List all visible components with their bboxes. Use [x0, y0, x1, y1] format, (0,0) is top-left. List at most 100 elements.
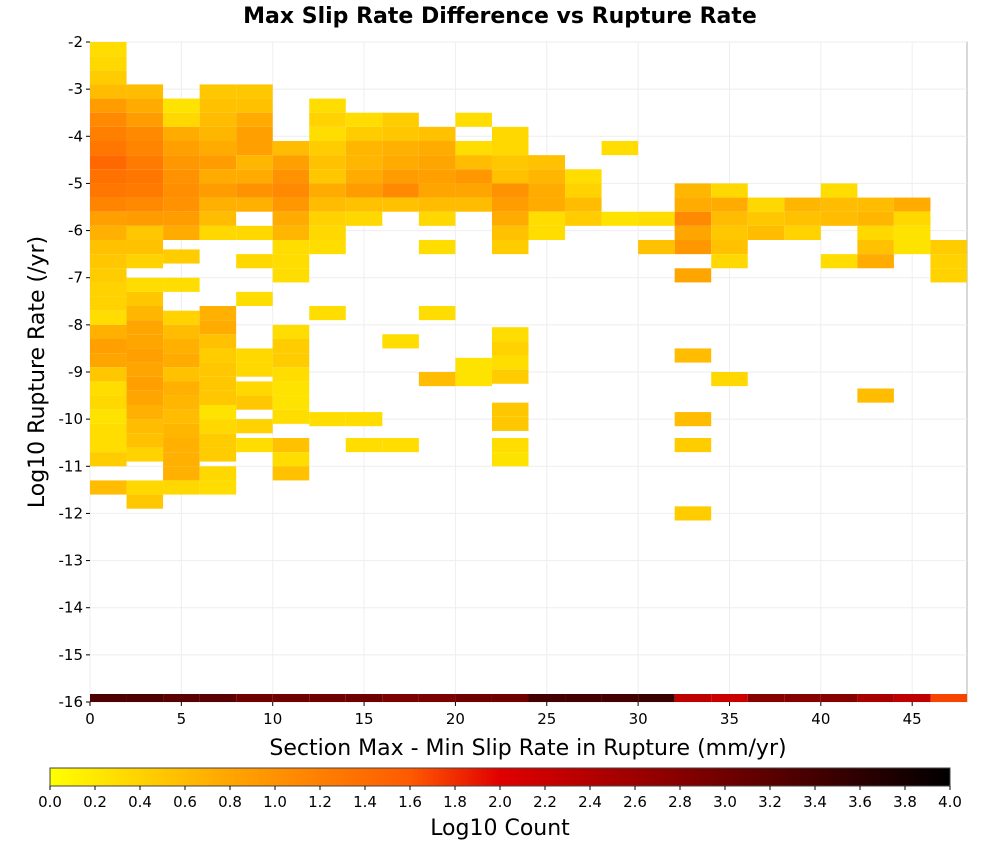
heatmap-cell — [491, 169, 529, 184]
heatmap-cell — [199, 169, 237, 184]
heatmap-cell — [126, 155, 164, 170]
heatmap-cell — [491, 694, 529, 702]
y-tick-label: -5 — [68, 174, 83, 192]
heatmap-cell — [893, 694, 931, 702]
heatmap-cell — [236, 183, 273, 198]
heatmap-cell — [90, 141, 127, 156]
x-tick-label: 10 — [263, 710, 282, 728]
x-tick-label: 35 — [720, 710, 739, 728]
heatmap-cell — [126, 141, 164, 156]
heatmap-cell — [272, 395, 310, 410]
heatmap-cell — [345, 126, 383, 141]
heatmap-cell — [418, 694, 456, 702]
heatmap-cell — [345, 412, 383, 427]
heatmap-cell — [199, 433, 237, 448]
heatmap-cell — [90, 197, 127, 212]
heatmap-cell — [418, 240, 456, 255]
heatmap-cell — [418, 306, 456, 321]
heatmap-cell — [199, 141, 237, 156]
y-tick-label: -10 — [59, 410, 84, 428]
colorbar-label: Log10 Count — [430, 816, 570, 841]
heatmap-cell — [565, 197, 602, 212]
heatmap-cell — [382, 112, 419, 127]
y-tick-label: -12 — [59, 504, 84, 522]
heatmap-cell — [163, 381, 200, 396]
heatmap-cell — [674, 268, 712, 283]
chart-title: Max Slip Rate Difference vs Rupture Rate — [243, 4, 757, 29]
heatmap-cell — [857, 240, 894, 255]
heatmap-cell — [455, 357, 492, 372]
heatmap-cell — [163, 169, 200, 184]
heatmap-cell — [638, 211, 675, 226]
heatmap-cell — [163, 694, 200, 702]
heatmap-cell — [784, 197, 821, 212]
heatmap-cell — [382, 694, 419, 702]
heatmap-cell — [711, 197, 748, 212]
heatmap-cell — [857, 254, 894, 269]
heatmap-cell — [90, 452, 127, 467]
heatmap-cell — [565, 694, 602, 702]
y-tick-label: -7 — [68, 269, 83, 287]
heatmap-cell — [90, 240, 127, 255]
y-tick-label: -9 — [68, 363, 83, 381]
heatmap-cell — [711, 240, 748, 255]
heatmap-cell — [163, 353, 200, 368]
heatmap-cell — [199, 480, 237, 495]
heatmap-cell — [491, 155, 529, 170]
heatmap-cell — [491, 240, 529, 255]
heatmap-cell — [199, 112, 237, 127]
heatmap-cell — [674, 506, 712, 521]
heatmap-cell — [345, 141, 383, 156]
heatmap-cell — [491, 355, 529, 370]
heatmap-cell — [126, 306, 164, 321]
heatmap-cell — [163, 98, 200, 113]
heatmap-cell — [163, 141, 200, 156]
heatmap-cell — [345, 694, 383, 702]
heatmap-cell — [309, 211, 346, 226]
heatmap-cell — [491, 452, 529, 467]
heatmap-cell — [455, 372, 492, 387]
heatmap-cell — [309, 141, 346, 156]
heatmap-cell — [491, 126, 529, 141]
y-tick-label: -3 — [68, 80, 83, 98]
heatmap-cell — [893, 240, 931, 255]
heatmap-cell — [382, 169, 419, 184]
heatmap-cell — [747, 694, 785, 702]
colorbar-tick-label: 3.2 — [758, 793, 782, 811]
colorbar-tick-label: 2.4 — [578, 793, 602, 811]
heatmap-cell — [491, 438, 529, 453]
heatmap-cell — [272, 339, 310, 354]
y-axis-ticks: -2 -3 -4 -5 -6 -7 -8 -9 -10 -11 -12 -13 -14 -15 -16 — [59, 33, 90, 711]
heatmap-cell — [126, 211, 164, 226]
heatmap-cell — [491, 197, 529, 212]
heatmap-cell — [272, 381, 310, 396]
heatmap-cell — [345, 183, 383, 198]
heatmap-cell — [163, 367, 200, 382]
y-tick-label: -16 — [59, 693, 84, 711]
x-axis-label: Section Max - Min Slip Rate in Rupture (… — [269, 736, 786, 761]
heatmap-cell — [236, 254, 273, 269]
heatmap-cell — [163, 339, 200, 354]
heatmap-cell — [309, 155, 346, 170]
heatmap-cell — [236, 98, 273, 113]
colorbar-tick-label: 1.0 — [263, 793, 287, 811]
heatmap-cell — [930, 240, 967, 255]
heatmap-cell — [126, 694, 164, 702]
heatmap-cell — [345, 197, 383, 212]
heatmap-cell — [638, 240, 675, 255]
heatmap-cell — [236, 141, 273, 156]
heatmap-cell — [236, 694, 273, 702]
heatmap-cell — [126, 405, 164, 420]
heatmap-cell — [491, 402, 529, 417]
heatmap-cell — [601, 141, 639, 156]
heatmap-cell — [272, 240, 310, 255]
heatmap-cell — [126, 390, 164, 405]
colorbar-tick-label: 1.4 — [353, 793, 377, 811]
heatmap-cell — [820, 183, 858, 198]
heatmap-cell — [711, 254, 748, 269]
heatmap-cell — [126, 348, 164, 363]
heatmap-cell — [565, 211, 602, 226]
heatmap-cell — [90, 694, 127, 702]
heatmap-cell — [90, 324, 127, 339]
